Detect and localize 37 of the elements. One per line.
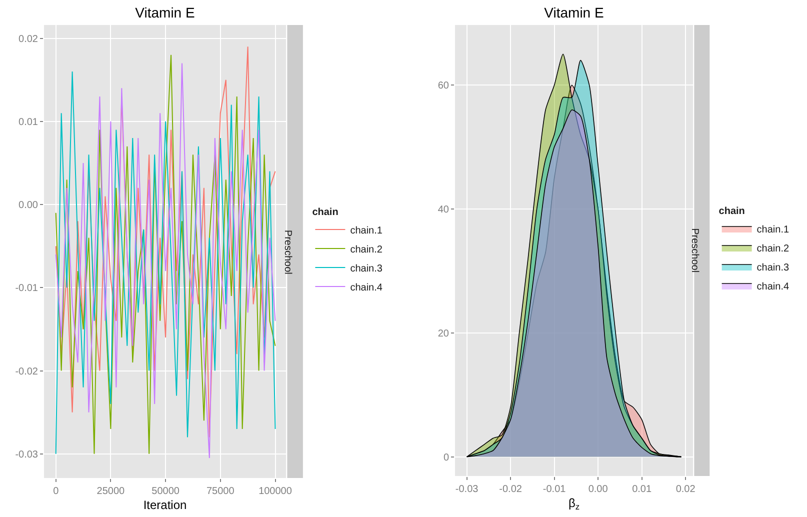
y-tick-label: 0.01 <box>18 116 38 128</box>
x-tick-label: 0 <box>53 486 60 497</box>
x-axis-title: Iteration <box>143 498 187 512</box>
legend-label: chain.3 <box>350 263 383 274</box>
chart-title: Vitamin E <box>135 4 195 21</box>
y-tick-label: 0 <box>443 452 450 464</box>
y-tick-label: 0.02 <box>18 34 38 45</box>
legend-label: chain.4 <box>756 281 790 292</box>
y-tick-label: -0.01 <box>15 283 38 294</box>
annotation: Preschool <box>688 228 700 273</box>
legend-label: chain.4 <box>350 282 383 294</box>
x-axis-title: β$_{z}$ <box>568 496 580 512</box>
y-tick-label: 40 <box>438 204 450 216</box>
x-tick-label: -0.03 <box>455 484 479 495</box>
legend-label: chain.2 <box>756 243 790 254</box>
chart-title: Vitamin E <box>544 4 604 21</box>
legend-label: chain.1 <box>756 224 790 236</box>
x-tick-label: 100000 <box>258 486 292 497</box>
x-tick-label: 0.00 <box>588 484 608 495</box>
y-tick-label: -0.02 <box>15 366 38 378</box>
x-tick-label: 25000 <box>96 486 126 497</box>
x-tick-label: -0.02 <box>499 484 522 495</box>
legend-title: chain <box>718 206 745 217</box>
annotation: Preschool <box>282 230 294 274</box>
legend-label: chain.3 <box>756 262 790 274</box>
legend-label: chain.2 <box>350 244 383 256</box>
x-tick-label: 50000 <box>152 486 180 497</box>
y-tick-label: 20 <box>438 328 450 340</box>
x-tick-label: 75000 <box>206 486 235 497</box>
x-tick-label: 0.01 <box>632 484 652 495</box>
x-tick-label: 0.02 <box>676 484 696 495</box>
y-tick-label: -0.03 <box>15 449 38 460</box>
x-tick-label: -0.01 <box>542 484 566 495</box>
legend-label: chain.1 <box>350 225 383 236</box>
y-tick-label: 0.00 <box>18 200 38 212</box>
legend-title: chain <box>312 207 338 218</box>
y-tick-label: 60 <box>438 80 450 92</box>
